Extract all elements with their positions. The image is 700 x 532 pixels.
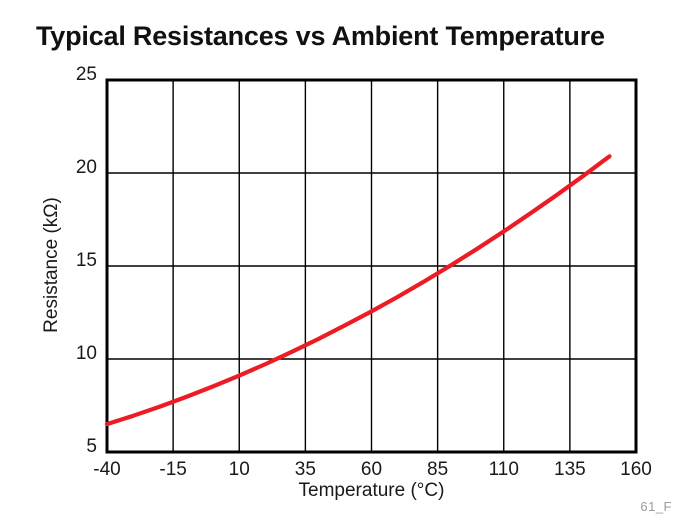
figure-number-watermark: 61_F xyxy=(640,499,672,514)
x-tick-label: -40 xyxy=(93,459,120,480)
x-tick-label: 160 xyxy=(620,459,652,480)
x-tick-label: 60 xyxy=(361,459,382,480)
y-tick-label: 20 xyxy=(76,157,97,178)
y-tick-label: 10 xyxy=(76,343,97,364)
x-tick-label: 110 xyxy=(489,459,519,480)
chart-title: Typical Resistances vs Ambient Temperatu… xyxy=(36,21,605,51)
y-tick-label: 5 xyxy=(86,436,97,457)
y-tick-label: 15 xyxy=(76,250,97,271)
x-tick-label: 10 xyxy=(229,459,250,480)
plot-frame xyxy=(105,78,638,454)
x-tick-label: 35 xyxy=(295,459,316,480)
y-axis-label: Resistance (kΩ) xyxy=(41,197,62,333)
x-tick-label: 135 xyxy=(554,459,586,480)
y-tick-label: 25 xyxy=(76,64,97,85)
x-axis-label: Temperature (°C) xyxy=(298,480,445,501)
series-line-typical-resistance xyxy=(104,154,612,427)
x-tick-label: -15 xyxy=(159,459,186,480)
x-tick-label: 85 xyxy=(427,459,448,480)
